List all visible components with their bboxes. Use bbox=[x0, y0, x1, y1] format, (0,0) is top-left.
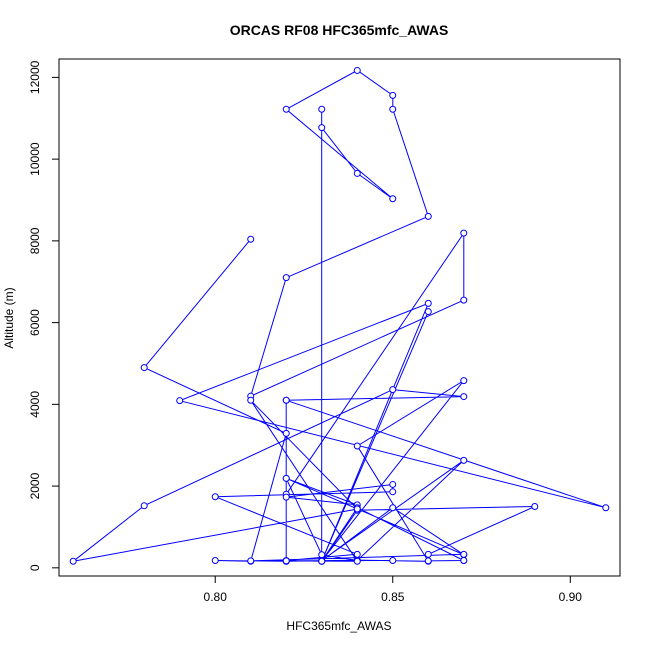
data-point bbox=[424, 212, 432, 220]
data-point bbox=[247, 235, 255, 243]
data-point bbox=[353, 557, 361, 565]
data-point bbox=[318, 124, 326, 132]
x-tick-label: 0.80 bbox=[204, 590, 228, 604]
data-point bbox=[389, 386, 397, 394]
data-point bbox=[460, 456, 468, 464]
x-tick-label: 0.90 bbox=[559, 590, 583, 604]
data-point bbox=[424, 308, 432, 316]
data-point bbox=[460, 556, 468, 564]
chart-title: ORCAS RF08 HFC365mfc_AWAS bbox=[230, 22, 449, 38]
data-point bbox=[69, 557, 77, 565]
data-point bbox=[282, 474, 290, 482]
x-axis: 0.80 0.85 0.90 bbox=[204, 575, 583, 604]
data-point bbox=[282, 105, 290, 113]
y-tick-label: 4000 bbox=[28, 391, 42, 418]
data-point bbox=[353, 66, 361, 74]
data-point bbox=[247, 557, 255, 565]
data-point bbox=[460, 229, 468, 237]
data-point bbox=[460, 393, 468, 401]
data-point bbox=[318, 105, 326, 113]
data-point bbox=[460, 550, 468, 558]
x-tick-label: 0.85 bbox=[381, 590, 405, 604]
data-point bbox=[318, 551, 326, 559]
data-point bbox=[389, 195, 397, 203]
data-point bbox=[140, 502, 148, 510]
y-tick-label: 10000 bbox=[28, 142, 42, 176]
data-point bbox=[247, 396, 255, 404]
series-points bbox=[69, 66, 610, 565]
data-point bbox=[389, 556, 397, 564]
data-point bbox=[282, 396, 290, 404]
data-point bbox=[282, 274, 290, 282]
data-point bbox=[424, 299, 432, 307]
y-axis-label: Altitude (m) bbox=[2, 287, 16, 348]
data-point bbox=[353, 442, 361, 450]
data-point bbox=[282, 429, 290, 437]
y-tick-label: 6000 bbox=[28, 309, 42, 336]
data-point bbox=[211, 556, 219, 564]
y-tick-label: 8000 bbox=[28, 227, 42, 254]
y-tick-label: 0 bbox=[28, 564, 42, 571]
data-point bbox=[389, 504, 397, 512]
data-point bbox=[353, 169, 361, 177]
data-point bbox=[389, 105, 397, 113]
data-point bbox=[282, 493, 290, 501]
y-tick-label: 12000 bbox=[28, 60, 42, 94]
data-point bbox=[424, 550, 432, 558]
series-lines bbox=[72, 69, 606, 562]
y-axis: 0 2000 4000 6000 8000 10000 12000 bbox=[28, 60, 60, 571]
data-point bbox=[211, 493, 219, 501]
data-point bbox=[140, 364, 148, 372]
data-point bbox=[353, 505, 361, 513]
data-point bbox=[318, 557, 326, 565]
data-point bbox=[460, 296, 468, 304]
data-point bbox=[424, 557, 432, 565]
data-point bbox=[460, 377, 468, 385]
data-point bbox=[282, 557, 290, 565]
data-point bbox=[176, 397, 184, 405]
data-point bbox=[389, 480, 397, 488]
y-tick-label: 2000 bbox=[28, 472, 42, 499]
series-line bbox=[72, 69, 606, 562]
data-point bbox=[389, 91, 397, 99]
data-point bbox=[389, 488, 397, 496]
data-point bbox=[353, 550, 361, 558]
data-point bbox=[602, 504, 610, 512]
x-axis-label: HFC365mfc_AWAS bbox=[286, 619, 391, 633]
data-point bbox=[531, 503, 539, 511]
